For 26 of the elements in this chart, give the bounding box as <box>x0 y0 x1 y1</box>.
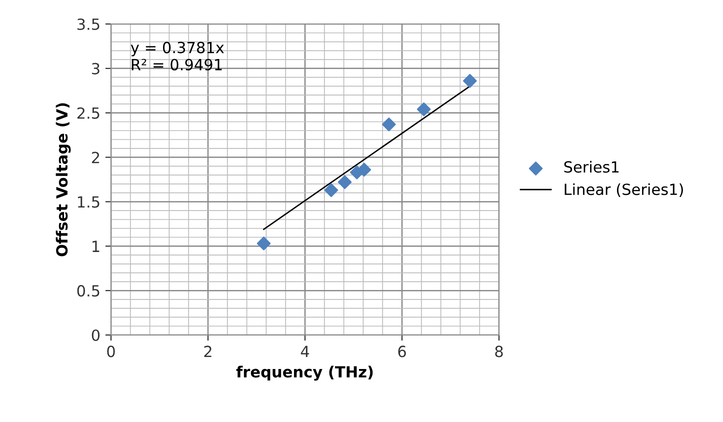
point <box>382 118 396 132</box>
y-tick-label: 3 <box>92 62 100 74</box>
x-tick-label: 4 <box>300 346 310 358</box>
point <box>324 183 338 198</box>
y-axis-title: Offset Voltage (V) <box>56 103 71 256</box>
y-tick-label: 2.5 <box>77 107 100 119</box>
point <box>338 175 352 190</box>
x-tick-label: 2 <box>204 346 212 358</box>
y-tick-label: 1.5 <box>78 196 100 208</box>
annotation: y = 0.3781x <box>130 42 224 56</box>
x-tick-label: 0 <box>107 346 115 358</box>
point <box>256 236 271 250</box>
x-tick-label: 8 <box>495 346 503 358</box>
y-tick-label: 2 <box>92 152 100 164</box>
y-tick-label: 3.5 <box>77 18 100 30</box>
x-tick-label: 6 <box>398 346 406 358</box>
y-tick-label: 0.5 <box>77 285 100 297</box>
legend-label: Series1 <box>564 160 619 173</box>
annotation: R² = 0.9491 <box>132 58 222 70</box>
legend-label: Linear (Series1) <box>564 183 683 197</box>
point <box>416 102 431 116</box>
x-axis-title: frequency (THz) <box>236 366 373 381</box>
y-tick-label: 0 <box>92 329 100 342</box>
point <box>462 74 477 88</box>
point <box>357 162 372 177</box>
y-tick-label: 1 <box>92 240 100 252</box>
